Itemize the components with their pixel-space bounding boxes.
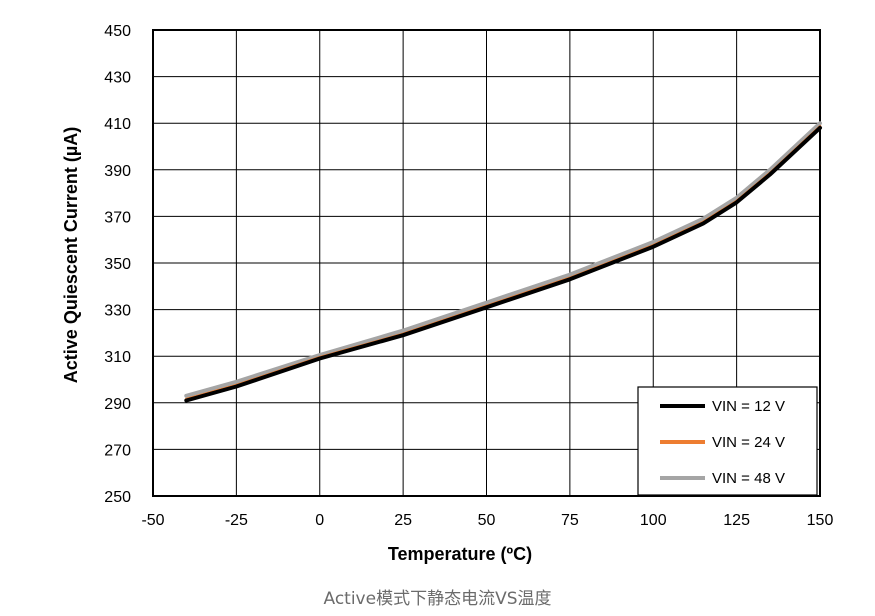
y-tick-label: 310	[104, 349, 131, 366]
legend-label-2: VIN = 24 V	[712, 434, 785, 451]
x-tick-label: 25	[394, 512, 412, 529]
figure-caption: Active模式下静态电流VS温度	[323, 589, 552, 609]
y-tick-label: 410	[104, 116, 131, 133]
x-tick-label: -50	[141, 512, 164, 529]
x-tick-label: 125	[723, 512, 750, 529]
y-tick-labels: 250 270 290 310 330 350 370 390 410 430 450	[104, 23, 131, 506]
legend-label-1: VIN = 12 V	[712, 398, 785, 415]
y-tick-label: 370	[104, 209, 131, 226]
y-tick-label: 290	[104, 396, 131, 413]
x-tick-label: 75	[561, 512, 579, 529]
y-axis-title: Active Quiescent Current (µA)	[61, 127, 81, 383]
series-layer	[184, 121, 822, 403]
legend: VIN = 12 V VIN = 24 V VIN = 48 V	[637, 386, 818, 496]
x-axis-title: Temperature (ºC)	[388, 544, 532, 564]
x-tick-label: 0	[315, 512, 324, 529]
y-tick-label: 330	[104, 303, 131, 320]
plot-frame	[152, 29, 821, 497]
y-tick-label: 250	[104, 489, 131, 506]
x-tick-label: 50	[478, 512, 496, 529]
y-tick-label: 430	[104, 70, 131, 87]
x-tick-label: 100	[640, 512, 667, 529]
x-tick-label: -25	[225, 512, 248, 529]
series-line-1	[184, 125, 822, 403]
legend-label-3: VIN = 48 V	[712, 470, 785, 487]
x-tick-labels: -50 -25 0 25 50 75 100 125 150	[141, 512, 833, 529]
series-line-3	[184, 121, 822, 398]
y-tick-label: 350	[104, 256, 131, 273]
x-tick-label: 150	[807, 512, 834, 529]
y-tick-label: 390	[104, 163, 131, 180]
y-tick-label: 270	[104, 442, 131, 459]
y-tick-label: 450	[104, 23, 131, 40]
